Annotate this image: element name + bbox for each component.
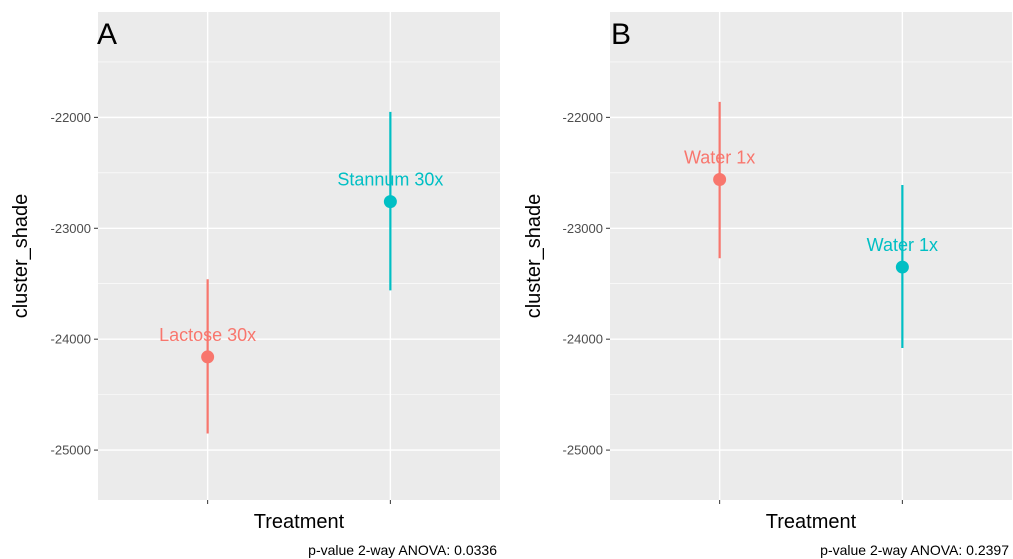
data-point bbox=[201, 350, 215, 364]
panel-tag: A bbox=[97, 18, 117, 51]
chart-panel-b: -22000 -23000 -24000 -25000 Water 1x Water 1x… bbox=[523, 12, 1012, 558]
data-point bbox=[895, 260, 909, 274]
p-value-caption: p-value 2-way ANOVA: 0.0336 bbox=[308, 542, 497, 558]
y-tick-label: -24000 bbox=[563, 332, 603, 347]
y-tick-label: -23000 bbox=[51, 221, 91, 236]
y-axis-title: cluster_shade bbox=[10, 194, 32, 319]
panel-background bbox=[98, 12, 500, 500]
y-tick-label: -22000 bbox=[51, 110, 91, 125]
x-axis-title: Treatment bbox=[254, 511, 345, 533]
y-axis-title: cluster_shade bbox=[523, 194, 545, 319]
y-tick-label: -22000 bbox=[563, 110, 603, 125]
panel-background bbox=[610, 12, 1012, 500]
y-tick-label: -25000 bbox=[51, 443, 91, 458]
point-label: Water 1x bbox=[684, 147, 755, 167]
data-point bbox=[383, 195, 397, 209]
y-tick-label: -25000 bbox=[563, 443, 603, 458]
y-tick-label: -24000 bbox=[51, 332, 91, 347]
y-tick-label: -23000 bbox=[563, 221, 603, 236]
data-point bbox=[713, 172, 727, 186]
x-axis-title: Treatment bbox=[766, 511, 857, 533]
point-label: Lactose 30x bbox=[159, 325, 256, 345]
point-label: Stannum 30x bbox=[337, 170, 443, 190]
p-value-caption: p-value 2-way ANOVA: 0.2397 bbox=[820, 542, 1009, 558]
panel-tag: B bbox=[611, 18, 631, 51]
chart-panel-a: -22000 -23000 -24000 -25000 Lactose 30x Stann… bbox=[10, 12, 500, 558]
point-label: Water 1x bbox=[867, 235, 938, 255]
